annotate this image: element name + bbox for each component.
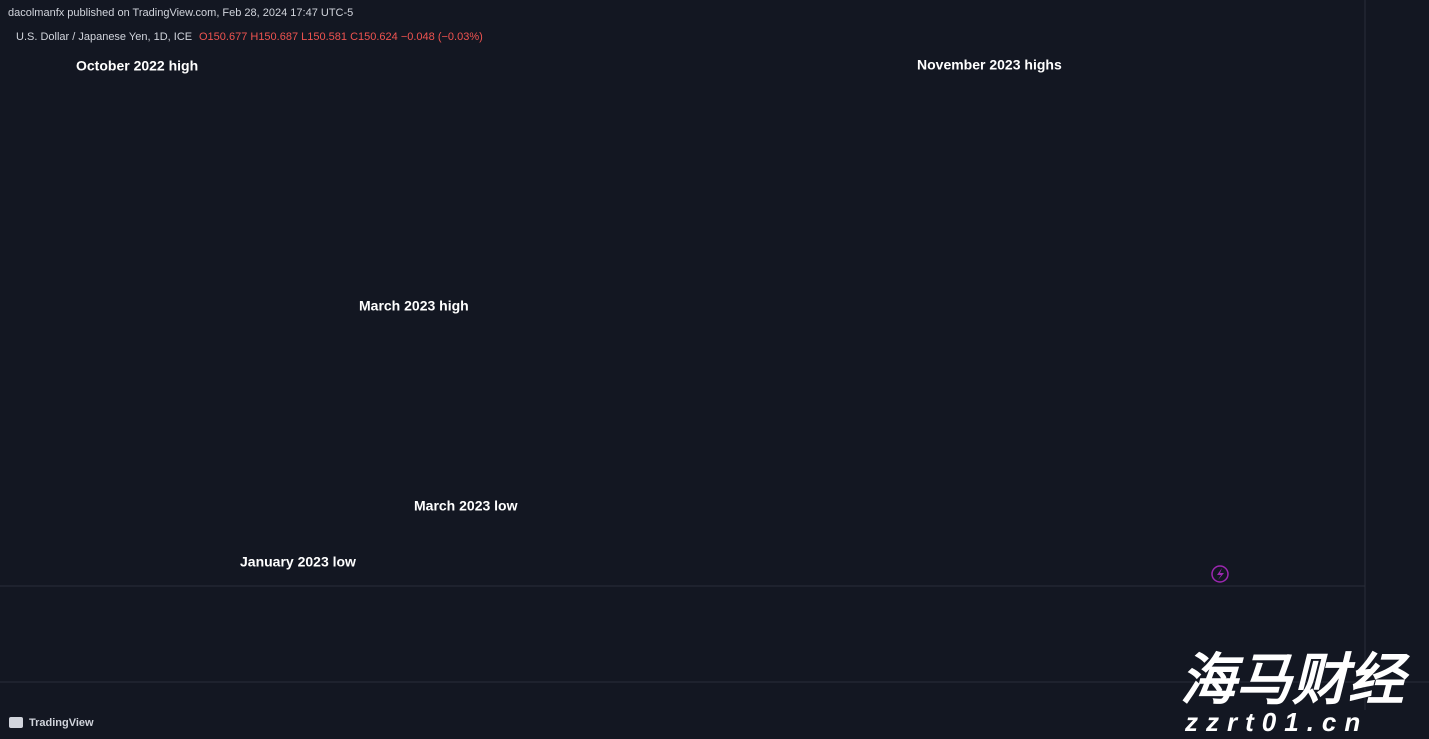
- logo: [9, 717, 23, 728]
- annotation: October 2022 high: [76, 58, 198, 74]
- annotation: March 2023 high: [359, 298, 469, 314]
- axis-panel: [1365, 0, 1429, 710]
- ohlc: O150.677 H150.687 L150.581 C150.624 −0.0…: [199, 31, 483, 43]
- annotation: March 2023 low: [414, 498, 518, 514]
- symbol: U.S. Dollar / Japanese Yen, 1D, ICE: [16, 31, 192, 43]
- annotation: January 2023 low: [240, 554, 356, 570]
- watermark: 海马财经: [1180, 648, 1410, 711]
- publisher: dacolmanfx published on TradingView.com,…: [8, 7, 353, 19]
- brand: TradingView: [29, 717, 94, 729]
- watermark-url: zzrt01.cn: [1184, 707, 1368, 737]
- icon: [1217, 568, 1224, 580]
- icon[interactable]: [1211, 565, 1229, 583]
- annotation: November 2023 highs: [917, 57, 1062, 73]
